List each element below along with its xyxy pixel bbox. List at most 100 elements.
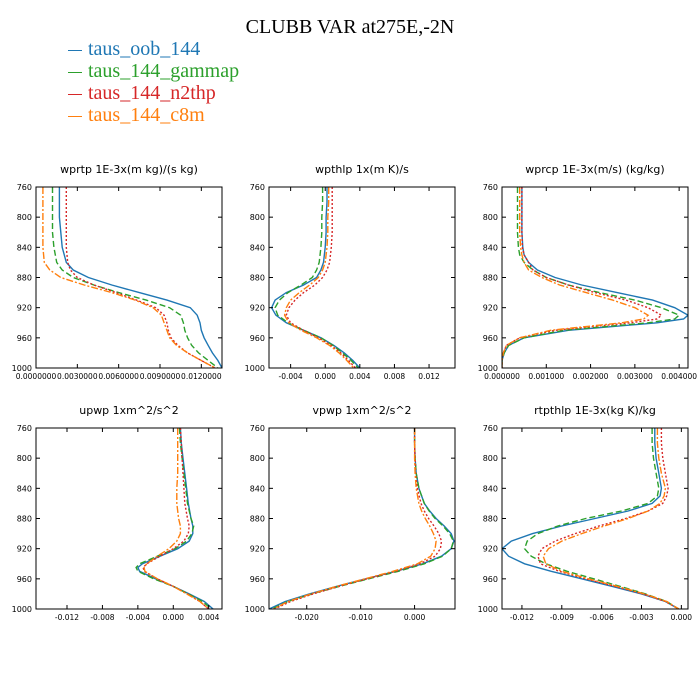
x-tick-label: 0.0090000 bbox=[140, 372, 181, 381]
y-tick-label: 760 bbox=[250, 424, 265, 433]
x-tick-label: -0.020 bbox=[295, 613, 319, 622]
legend-entry-taus-144-gammap: taus_144_gammap bbox=[68, 60, 239, 82]
y-tick-label: 800 bbox=[483, 454, 498, 463]
series-line-taus_144_n2thp bbox=[274, 428, 443, 609]
series-line-taus_oob_144 bbox=[270, 187, 361, 368]
legend-entry-taus-144-n2thp: taus_144_n2thp bbox=[68, 82, 239, 104]
panel-title: rtpthlp 1E-3x(kg K)/kg bbox=[534, 404, 656, 417]
x-tick-label: 0.012 bbox=[418, 372, 440, 381]
plot-frame bbox=[35, 186, 223, 369]
x-tick-label: 0.003000 bbox=[617, 372, 653, 381]
plot-frame bbox=[501, 186, 689, 369]
y-tick-label: 1000 bbox=[478, 364, 498, 373]
y-tick-label: 960 bbox=[250, 334, 265, 343]
y-tick-label: 1000 bbox=[245, 605, 265, 614]
series-line-taus_144_n2thp bbox=[502, 187, 663, 368]
x-tick-label: -0.010 bbox=[349, 613, 373, 622]
legend-label: taus_144_n2thp bbox=[88, 82, 216, 104]
series-line-taus_144_gammap bbox=[274, 187, 359, 368]
x-tick-label: 0.004 bbox=[349, 372, 371, 381]
legend-entry-taus-144-c8m: taus_144_c8m bbox=[68, 104, 239, 126]
x-tick-label: -0.008 bbox=[90, 613, 114, 622]
series-line-taus_oob_144 bbox=[269, 428, 455, 609]
chart-panel-6: rtpthlp 1E-3x(kg K)/kg 760 800 840 880 920 960… bbox=[478, 404, 693, 622]
legend-swatch bbox=[68, 115, 82, 117]
plot-frame bbox=[268, 186, 456, 369]
y-tick-label: 840 bbox=[250, 484, 265, 493]
x-tick-label: 0.004 bbox=[198, 613, 220, 622]
legend: taus_oob_144 taus_144_gammap taus_144_n2… bbox=[68, 38, 239, 126]
x-tick-label: -0.004 bbox=[126, 613, 150, 622]
y-tick-label: 800 bbox=[17, 454, 32, 463]
y-tick-label: 920 bbox=[483, 545, 498, 554]
series-line-taus_144_c8m bbox=[42, 187, 216, 368]
y-tick-label: 880 bbox=[483, 274, 498, 283]
x-tick-label: 0.000 bbox=[404, 613, 426, 622]
x-tick-label: 0.0000000 bbox=[16, 372, 57, 381]
panel-title: wpthlp 1x(m K)/s bbox=[315, 163, 409, 176]
y-tick-label: 840 bbox=[483, 243, 498, 252]
series-line-taus_144_c8m bbox=[143, 428, 210, 609]
series-line-taus_144_n2thp bbox=[65, 187, 216, 368]
series-line-taus_144_gammap bbox=[271, 428, 455, 609]
x-tick-label: 0.000 bbox=[671, 613, 693, 622]
y-tick-label: 760 bbox=[250, 183, 265, 192]
series-line-taus_oob_144 bbox=[137, 428, 214, 609]
y-tick-label: 880 bbox=[17, 274, 32, 283]
y-tick-label: 920 bbox=[250, 304, 265, 313]
series-line-taus_144_c8m bbox=[283, 187, 355, 368]
chart-panel-3: wprcp 1E-3x(m/s) (kg/kg) 760 800 840 880 920 9… bbox=[478, 163, 698, 381]
panel-title: vpwp 1xm^2/s^2 bbox=[312, 404, 411, 417]
y-tick-label: 800 bbox=[483, 213, 498, 222]
x-tick-label: 0.000 bbox=[163, 613, 185, 622]
x-tick-label: 0.0030000 bbox=[57, 372, 98, 381]
y-tick-label: 840 bbox=[17, 243, 32, 252]
x-tick-label: -0.012 bbox=[510, 613, 534, 622]
x-tick-label: -0.012 bbox=[55, 613, 79, 622]
series-line-taus_144_c8m bbox=[502, 187, 650, 368]
y-tick-label: 1000 bbox=[245, 364, 265, 373]
y-tick-label: 880 bbox=[250, 515, 265, 524]
y-tick-label: 880 bbox=[17, 515, 32, 524]
x-tick-label: 0.0120000 bbox=[181, 372, 222, 381]
y-tick-label: 920 bbox=[17, 304, 32, 313]
y-tick-label: 920 bbox=[250, 545, 265, 554]
y-tick-label: 880 bbox=[483, 515, 498, 524]
series-line-taus_oob_144 bbox=[502, 428, 680, 609]
legend-label: taus_144_gammap bbox=[88, 60, 240, 82]
series-line-taus_144_n2thp bbox=[537, 428, 680, 609]
chart-panel-1: wprtp 1E-3x(m kg)/(s kg) 760 800 840 880 920 9… bbox=[12, 163, 223, 381]
legend-swatch bbox=[68, 71, 82, 73]
x-tick-label: -0.006 bbox=[590, 613, 614, 622]
y-tick-label: 840 bbox=[17, 484, 32, 493]
y-tick-label: 800 bbox=[250, 213, 265, 222]
y-tick-label: 960 bbox=[17, 575, 32, 584]
x-tick-label: 0.000 bbox=[314, 372, 336, 381]
y-tick-label: 960 bbox=[483, 334, 498, 343]
figure-title: CLUBB VAR at275E,-2N bbox=[245, 16, 455, 38]
y-tick-label: 1000 bbox=[478, 605, 498, 614]
x-tick-label: 0.001000 bbox=[528, 372, 564, 381]
legend-label: taus_oob_144 bbox=[88, 38, 201, 60]
chart-panel-2: wpthlp 1x(m K)/s 760 800 840 880 920 960 1000 -0… bbox=[245, 163, 456, 381]
panel-title: wprtp 1E-3x(m kg)/(s kg) bbox=[60, 163, 198, 176]
y-tick-label: 920 bbox=[17, 545, 32, 554]
y-tick-label: 800 bbox=[250, 454, 265, 463]
y-tick-label: 840 bbox=[250, 243, 265, 252]
panel-title: wprcp 1E-3x(m/s) (kg/kg) bbox=[525, 163, 664, 176]
chart-panel-4: upwp 1xm^2/s^2 760 800 840 880 920 960 1000 -0.0… bbox=[12, 404, 223, 622]
y-tick-label: 760 bbox=[483, 424, 498, 433]
y-tick-label: 880 bbox=[250, 274, 265, 283]
legend-swatch bbox=[68, 93, 82, 95]
series-line-taus_144_gammap bbox=[502, 187, 681, 368]
series-line-taus_144_n2thp bbox=[285, 187, 357, 368]
series-line-taus_144_c8m bbox=[542, 428, 680, 609]
x-tick-label: 0.008 bbox=[384, 372, 406, 381]
series-line-taus_oob_144 bbox=[502, 187, 688, 368]
legend-swatch bbox=[68, 49, 82, 51]
y-tick-label: 960 bbox=[17, 334, 32, 343]
chart-panel-5: vpwp 1xm^2/s^2 760 800 840 880 920 960 1000 -0.0… bbox=[245, 404, 456, 622]
y-tick-label: 760 bbox=[483, 183, 498, 192]
plot-frame bbox=[35, 427, 223, 610]
